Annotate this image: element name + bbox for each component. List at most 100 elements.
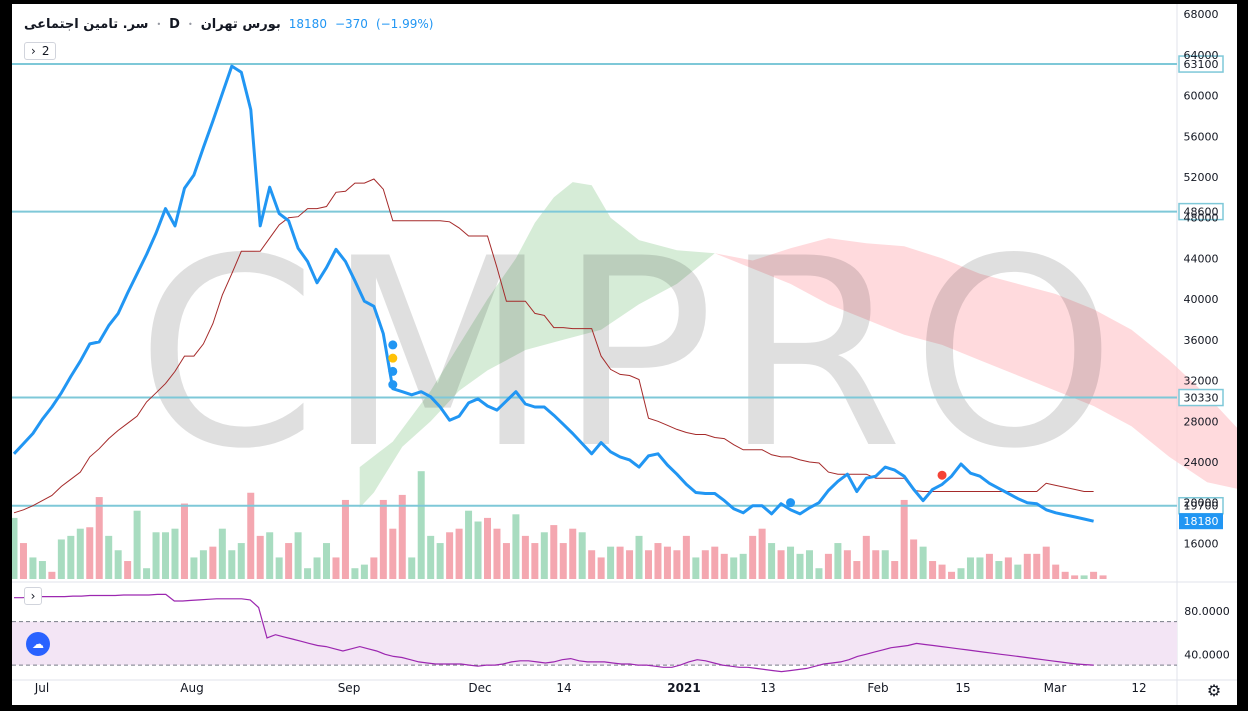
time-axis-tick: Feb [867,681,888,695]
last-price-badge-label: 18180 [1184,515,1219,528]
volume-bar [474,521,482,579]
level-label-box [1178,55,1224,73]
price-axis-tick: 24000 [1184,456,1219,469]
volume-bar [493,528,501,579]
price-change-pct: (−1.99%) [375,17,434,31]
volume-bar [455,528,463,579]
volume-bar [966,557,974,579]
volume-bar [436,543,444,579]
volume-bar [1099,575,1107,579]
volume-bar [1033,553,1041,579]
volume-bar [1023,553,1031,579]
time-axis-tick: Mar [1044,681,1067,695]
volume-bar [162,532,170,579]
volume-bar [948,571,956,579]
legend-count: 2 [41,44,50,58]
price-axis-tick: 44000 [1184,252,1219,265]
symbol-name[interactable]: سر. تامین اجتماعی [24,16,149,32]
indicators-legend-toggle[interactable]: › 2 [24,42,57,60]
separator-dot-icon: • [187,19,193,29]
volume-bar [1071,575,1079,579]
volume-bar [351,568,359,579]
level-label: 19700 [1184,500,1219,513]
volume-bar [730,557,738,579]
volume-bar [389,528,397,579]
volume-bar [398,494,406,579]
volume-bar [654,543,662,579]
volume-bar [370,557,378,579]
chart-canvas[interactable]: CMPRO 63100 48600 30330 19700 18180 16000 200… [12,4,1237,705]
volume-bar [891,561,899,579]
volume-bar [332,557,340,579]
volume-bar [1042,546,1050,579]
chevron-right-icon: › [30,589,36,603]
volume-bar [114,550,122,579]
volume-bar [446,532,454,579]
signal-marker[interactable] [786,498,796,508]
volume-bar [673,550,681,579]
time-axis-tick: Aug [180,681,203,695]
rsi-legend-toggle[interactable]: › [24,587,42,605]
volume-bar [408,557,416,579]
volume-bar [1090,571,1098,579]
time-axis-tick: 13 [760,681,775,695]
volume-bar [616,546,624,579]
signal-marker[interactable] [388,353,398,363]
signal-marker[interactable] [388,380,398,390]
volume-bar [48,571,56,579]
separator-dot-icon: • [156,19,162,29]
chevron-right-icon: › [31,44,36,58]
signal-marker[interactable] [937,470,947,480]
volume-bar [644,550,652,579]
tradingview-logo-icon[interactable]: ☁ [26,632,50,656]
price-axis-tick: 52000 [1184,171,1219,184]
volume-bar [663,546,671,579]
volume-bar [256,535,264,579]
signal-marker[interactable] [388,340,398,350]
price-axis-tick: 16000 [1184,537,1219,550]
volume-bar [38,561,46,579]
volume-bar [711,546,719,579]
volume-bar [1061,571,1069,579]
volume-bar [313,557,321,579]
price-axis-tick: 36000 [1184,334,1219,347]
volume-bar [919,546,927,579]
volume-bar [484,517,491,579]
volume-bar [862,535,870,579]
volume-bar [588,550,596,579]
time-axis-tick: 15 [955,681,970,695]
volume-bar [824,553,832,579]
level-label: 48600 [1184,206,1219,219]
exchange-label: بورس تهران [200,16,281,32]
volume-bar [607,546,615,579]
volume-bar [209,546,217,579]
volume-bar [872,550,880,579]
volume-bar [57,539,65,579]
price-axis-tick: 28000 [1184,415,1219,428]
price-axis-tick: 60000 [1184,90,1219,103]
volume-bar [531,543,539,579]
volume-bar [218,528,226,579]
volume-bar [929,561,937,579]
gear-icon[interactable]: ⚙ [1206,680,1222,700]
last-price: 18180 [288,17,327,31]
volume-bar [559,543,567,579]
volume-bar [957,568,965,579]
symbol-header: سر. تامین اجتماعی • D • بورس تهران 18180… [24,14,433,34]
volume-bar [228,550,236,579]
volume-bar [341,499,349,579]
volume-bar [1052,564,1060,579]
volume-bar [758,528,766,579]
volume-bar [597,557,605,579]
level-label-box [1178,202,1224,221]
price-axis-tick: 68000 [1184,8,1219,21]
volume-bar [938,564,946,579]
volume-bar [237,543,245,579]
volume-bar [427,535,435,579]
signal-marker[interactable] [388,366,398,376]
volume-bar [720,553,728,579]
time-axis-tick: Jul [34,681,49,695]
volume-bar [1004,557,1012,579]
volume-bar [105,535,113,579]
interval-label[interactable]: D [169,16,180,32]
